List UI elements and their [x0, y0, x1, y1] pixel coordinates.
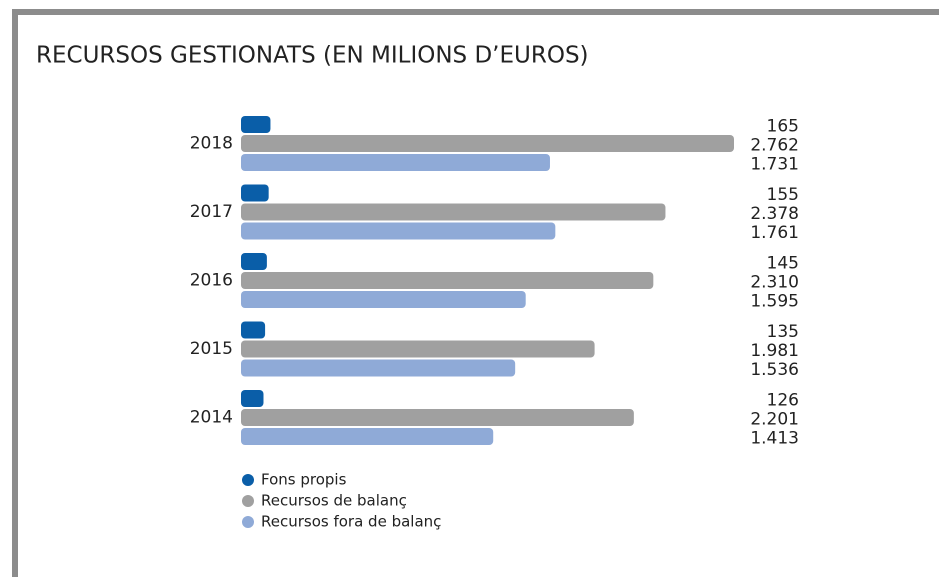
value-label: 1.761 [750, 223, 799, 243]
value-label: 165 [767, 117, 799, 137]
value-label: 1.536 [750, 360, 799, 380]
bar [241, 340, 595, 358]
legend-label: Recursos de balanç [261, 492, 407, 510]
bar [241, 321, 266, 339]
value-label: 2.762 [750, 136, 799, 156]
bar [241, 428, 494, 445]
bar [241, 184, 269, 202]
bar [241, 272, 654, 289]
bar [241, 116, 271, 133]
legend-swatch [242, 516, 254, 528]
value-label: 1.413 [750, 429, 799, 449]
value-label: 145 [767, 254, 799, 274]
frame-left [12, 9, 18, 577]
bar [241, 203, 666, 221]
value-label: 126 [767, 391, 799, 411]
category-label: 2016 [190, 271, 233, 291]
bar [241, 222, 556, 240]
category-label: 2014 [190, 408, 233, 428]
bar [241, 390, 264, 407]
value-label: 2.201 [750, 410, 799, 430]
value-label: 1.595 [750, 292, 799, 312]
legend-swatch [242, 474, 254, 486]
legend-label: Fons propis [261, 471, 347, 489]
bar [241, 135, 734, 152]
category-label: 2015 [190, 339, 233, 359]
legend-label: Recursos fora de balanç [261, 513, 441, 531]
value-label: 155 [767, 185, 799, 205]
frame-top [12, 9, 939, 15]
bar [241, 359, 516, 377]
value-label: 2.310 [750, 273, 799, 293]
value-label: 1.731 [750, 155, 799, 175]
category-label: 2017 [190, 202, 233, 222]
value-label: 2.378 [750, 204, 799, 224]
value-label: 135 [767, 322, 799, 342]
chart-title: RECURSOS GESTIONATS (EN MILIONS D’EUROS) [36, 43, 589, 69]
category-label: 2018 [190, 134, 233, 154]
bar [241, 291, 526, 308]
bar [241, 253, 267, 270]
legend-swatch [242, 495, 254, 507]
bar [241, 409, 634, 426]
bar [241, 154, 550, 171]
value-label: 1.981 [750, 341, 799, 361]
